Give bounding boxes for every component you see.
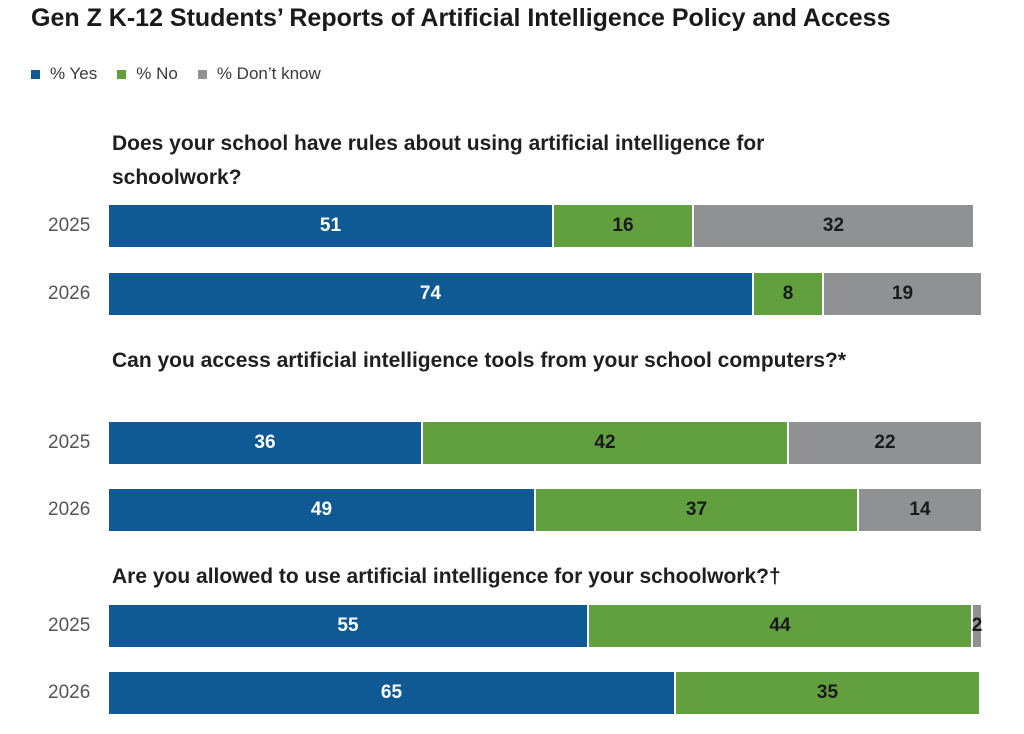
year-label-q3-2025: 2025 xyxy=(48,615,91,636)
legend-swatch-no xyxy=(117,69,127,79)
bar-segment-dont-know-q2-2025: 22 xyxy=(789,422,981,464)
data-label-no-q1-2025: 16 xyxy=(612,215,634,236)
year-label-q1-2026: 2026 xyxy=(48,283,91,304)
legend-swatch-dont-know xyxy=(197,69,207,79)
bar-segment-yes-q1-2025: 51 xyxy=(109,205,554,247)
data-label-dont-know-q2-2025: 22 xyxy=(874,432,896,453)
year-label-q2-2025: 2025 xyxy=(48,432,91,453)
bar-segment-dont-know-q3-2025: 2 xyxy=(971,605,983,647)
data-label-dont-know-q1-2026: 19 xyxy=(891,283,914,304)
question-3: Are you allowed to use artificial intell… xyxy=(112,565,781,588)
data-label-yes-q3-2026: 65 xyxy=(380,682,403,703)
year-label-q2-2026: 2026 xyxy=(48,499,91,520)
bar-segment-yes-q2-2025: 36 xyxy=(109,422,423,464)
legend-item-no: % No xyxy=(117,64,178,84)
bar-segment-dont-know-q1-2025: 32 xyxy=(694,205,973,247)
bar-segment-yes-q2-2026: 49 xyxy=(109,489,536,531)
legend-swatch-yes xyxy=(31,69,40,79)
question-2: Can you access artificial intelligence t… xyxy=(112,349,847,372)
legend-label-no: % No xyxy=(136,64,178,83)
data-label-dont-know-q3-2025: 2 xyxy=(971,615,983,636)
bar-segment-no-q2-2025: 42 xyxy=(423,422,789,464)
data-label-no-q2-2026: 37 xyxy=(685,499,708,520)
year-label-q1-2025: 2025 xyxy=(48,215,91,236)
legend-item-yes: % Yes xyxy=(31,64,97,84)
data-label-yes-q2-2026: 49 xyxy=(310,499,333,520)
data-label-yes-q2-2025: 36 xyxy=(254,432,276,453)
bar-segment-no-q1-2025: 16 xyxy=(554,205,694,247)
data-label-no-q3-2026: 35 xyxy=(816,682,839,703)
legend: % Yes % No % Don’t know xyxy=(31,64,341,84)
legend-label-dont-know: % Don’t know xyxy=(216,64,321,83)
bar-segment-no-q1-2026: 8 xyxy=(754,273,824,315)
data-label-yes-q3-2025: 55 xyxy=(337,615,359,636)
bar-segment-yes-q3-2025: 55 xyxy=(109,605,589,647)
chart-title: Gen Z K-12 Students’ Reports of Artifici… xyxy=(31,4,891,32)
data-label-dont-know-q2-2026: 14 xyxy=(909,499,931,520)
bar-segment-no-q3-2025: 44 xyxy=(589,605,973,647)
legend-item-dont-know: % Don’t know xyxy=(197,64,321,84)
question-1: Does your school have rules about using … xyxy=(112,132,765,189)
year-label-q3-2026: 2026 xyxy=(48,682,91,703)
data-label-no-q1-2026: 8 xyxy=(782,283,794,304)
data-label-dont-know-q1-2025: 32 xyxy=(822,215,845,236)
bar-segment-no-q2-2026: 37 xyxy=(536,489,859,531)
data-label-no-q3-2025: 44 xyxy=(769,615,791,636)
data-label-yes-q1-2026: 74 xyxy=(419,283,442,304)
bar-segment-yes-q3-2026: 65 xyxy=(109,672,676,714)
bar-segment-dont-know-q2-2026: 14 xyxy=(859,489,981,531)
data-label-no-q2-2025: 42 xyxy=(594,432,616,453)
bar-segment-yes-q1-2026: 74 xyxy=(109,273,754,315)
bar-segment-no-q3-2026: 35 xyxy=(676,672,981,714)
bar-segment-dont-know-q1-2026: 19 xyxy=(824,273,981,315)
legend-label-yes: % Yes xyxy=(50,64,98,83)
data-label-yes-q1-2025: 51 xyxy=(319,215,342,236)
